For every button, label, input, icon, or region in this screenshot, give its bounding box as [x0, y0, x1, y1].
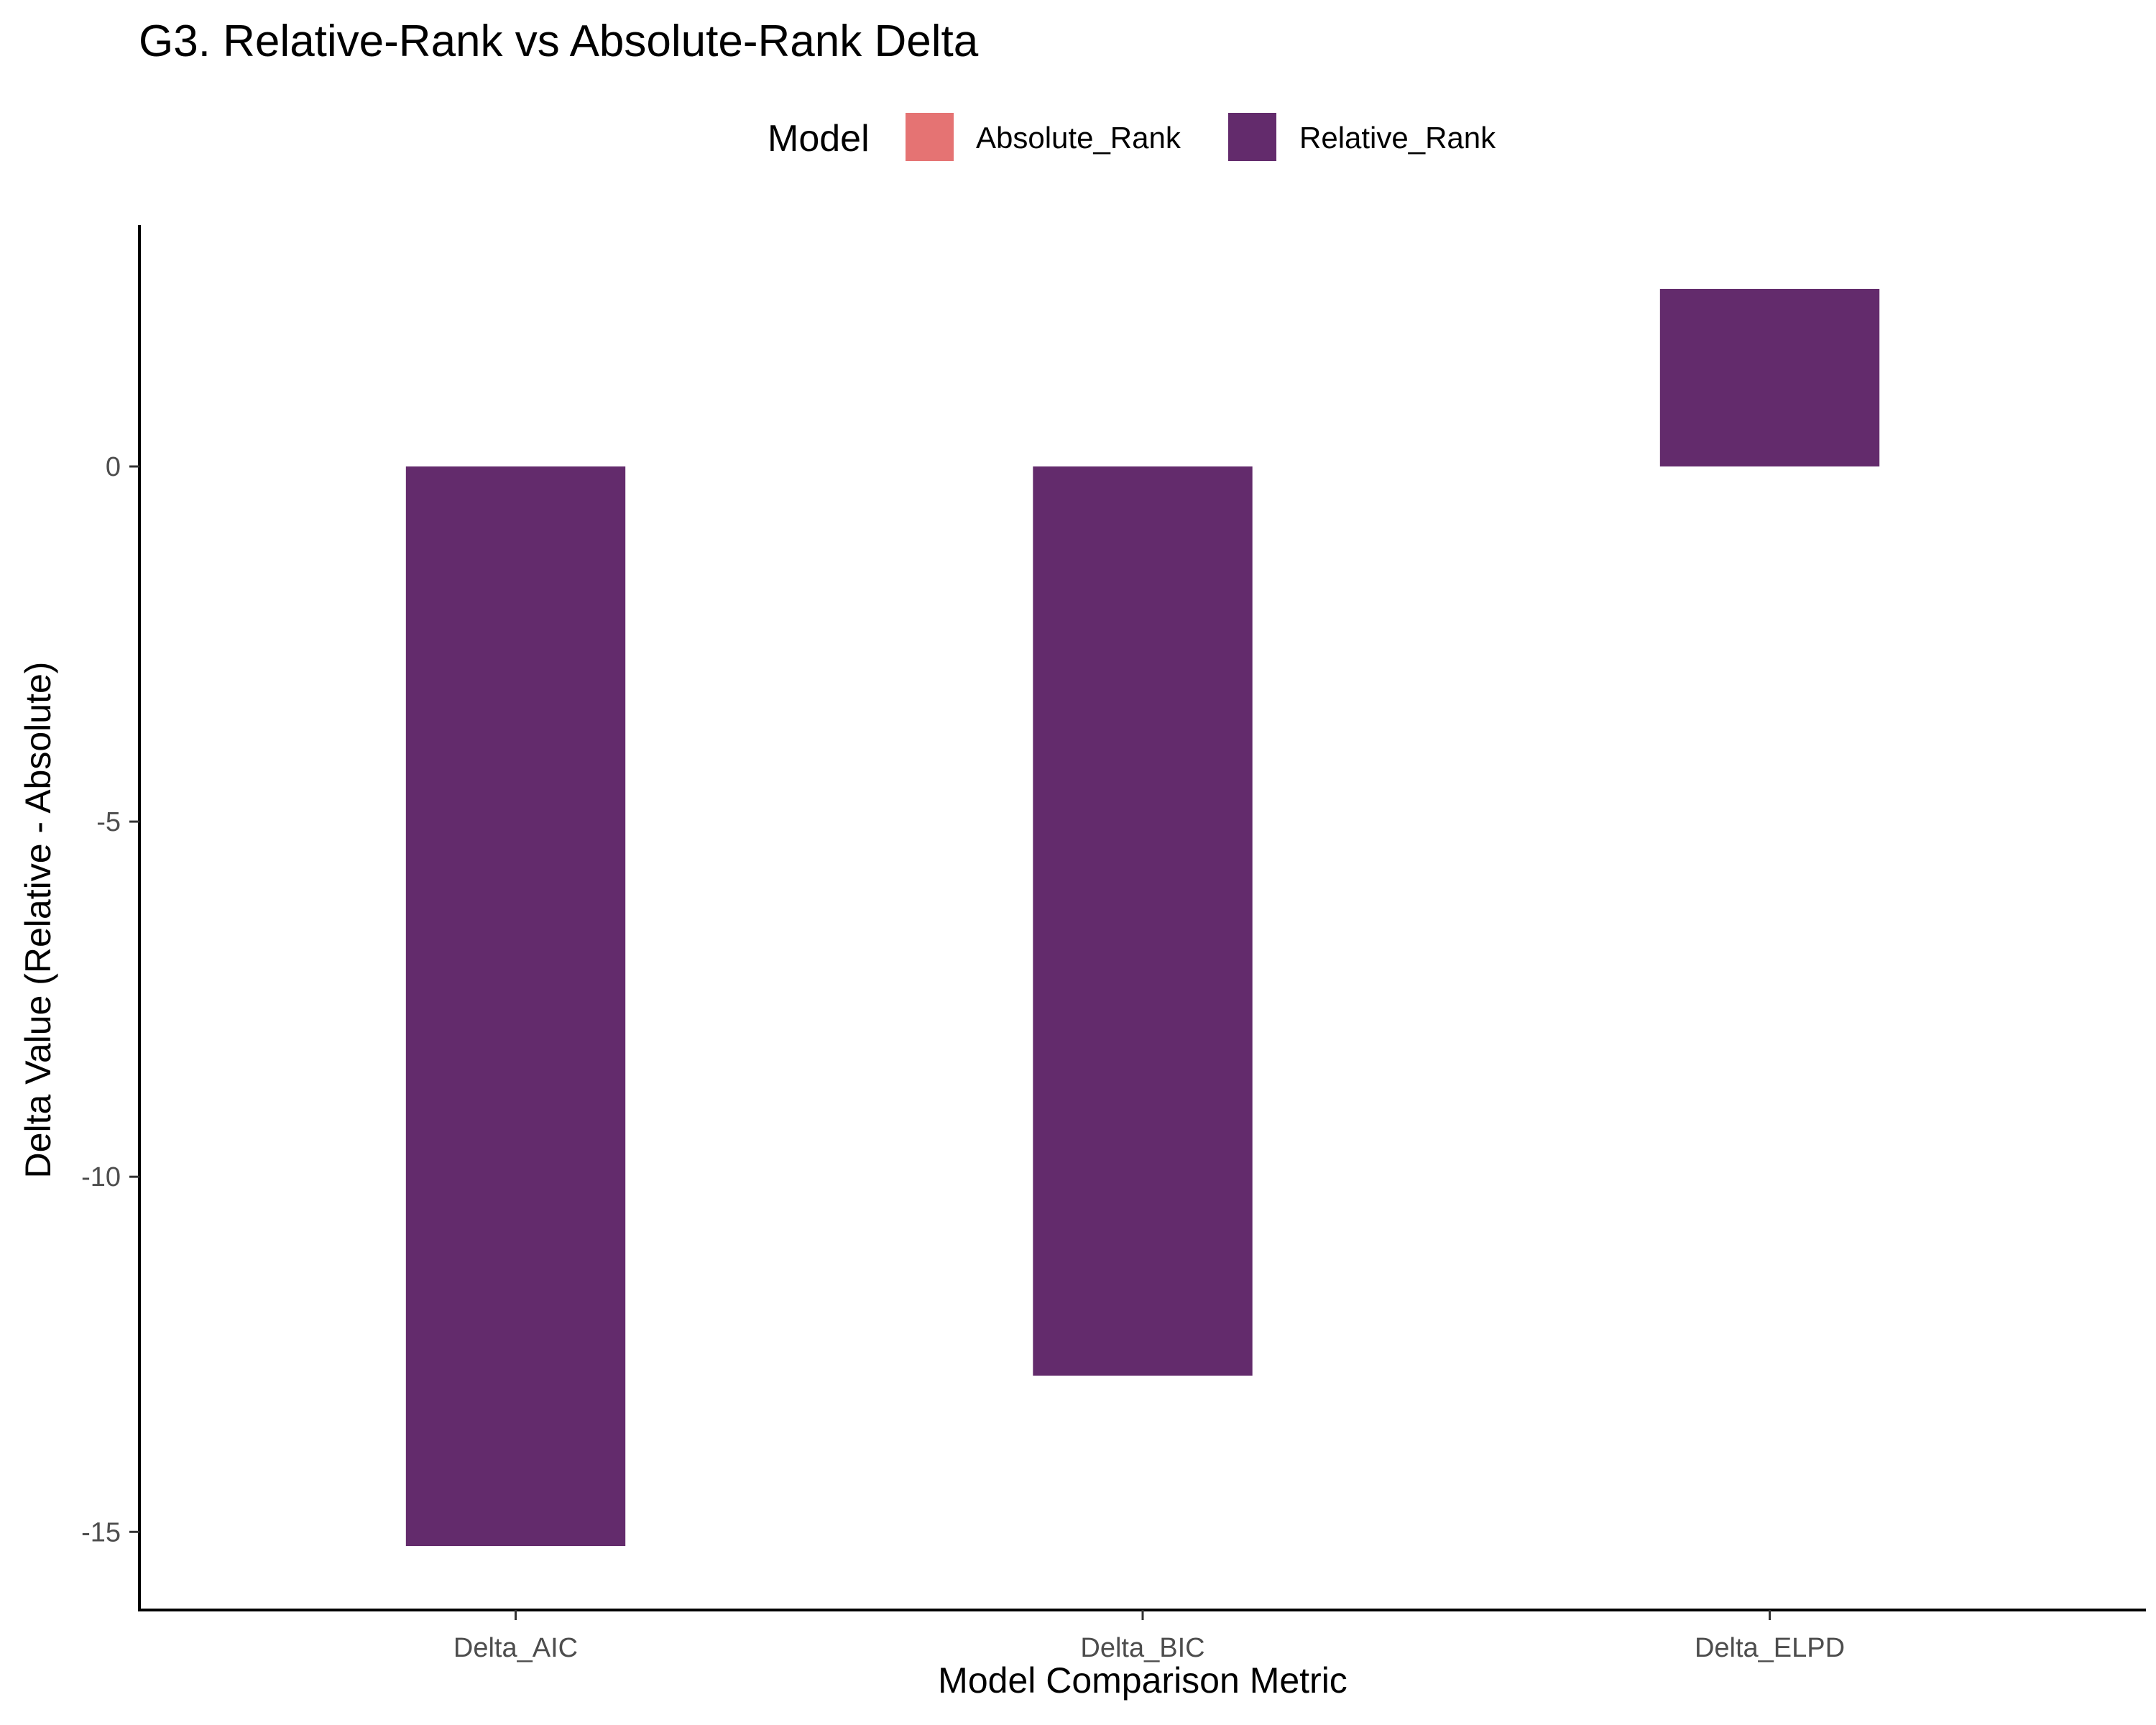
- chart-title: G3. Relative-Rank vs Absolute-Rank Delta: [139, 17, 979, 66]
- x-axis-ticks: Delta_AIC Delta_BIC Delta_ELPD: [453, 1610, 1845, 1663]
- legend-label-absolute-rank: Absolute_Rank: [976, 121, 1181, 155]
- bars: [405, 288, 1880, 1547]
- y-tick-label: -15: [81, 1517, 121, 1547]
- x-axis-title: Model Comparison Metric: [938, 1660, 1348, 1701]
- legend: Model Absolute_Rank Relative_Rank: [768, 113, 1496, 161]
- legend-swatch-absolute-rank: [906, 113, 954, 161]
- y-axis-ticks: 0 -5 -10 -15: [81, 452, 139, 1547]
- x-tick-label: Delta_ELPD: [1695, 1633, 1845, 1663]
- bar-delta-elpd: [1659, 288, 1880, 466]
- x-tick-label: Delta_BIC: [1080, 1633, 1204, 1663]
- legend-label-relative-rank: Relative_Rank: [1299, 121, 1496, 155]
- bar-delta-aic: [405, 466, 626, 1547]
- y-tick-label: -5: [96, 807, 121, 837]
- legend-swatch-relative-rank: [1228, 113, 1276, 161]
- y-tick-label: -10: [81, 1162, 121, 1192]
- bar-delta-bic: [1033, 466, 1253, 1376]
- x-tick-label: Delta_AIC: [453, 1633, 578, 1663]
- legend-title: Model: [768, 118, 870, 160]
- y-tick-label: 0: [106, 452, 121, 482]
- y-axis-title: Delta Value (Relative - Absolute): [18, 662, 58, 1179]
